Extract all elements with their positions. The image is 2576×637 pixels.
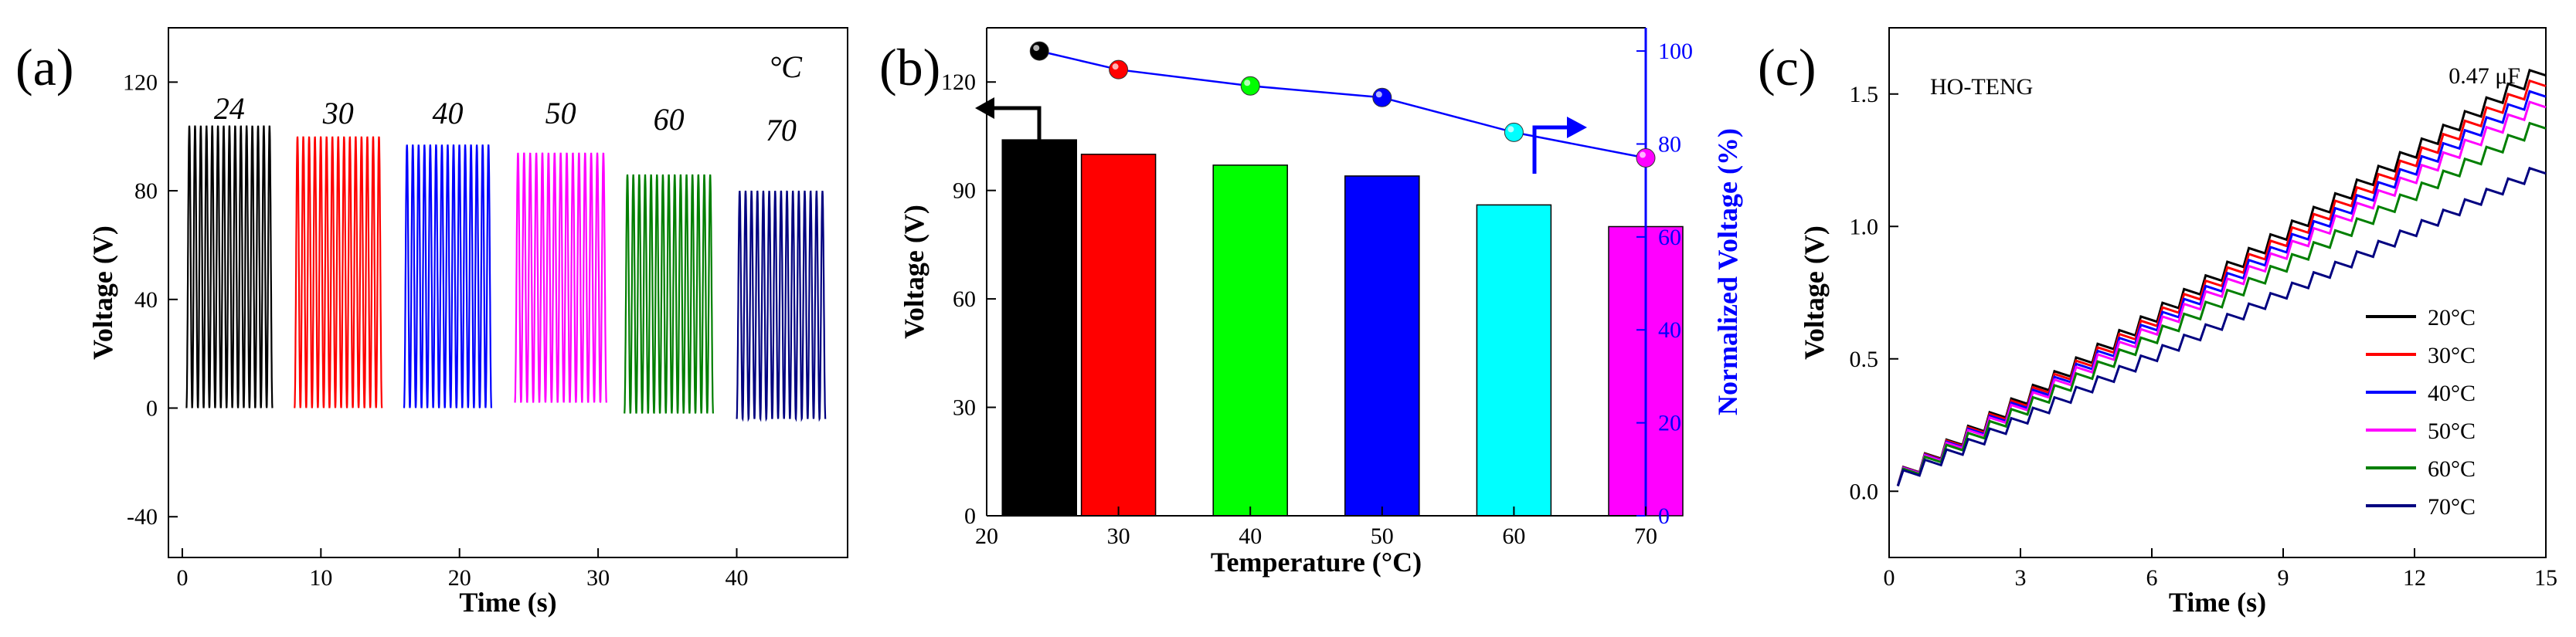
x-tick-label-b: 60 <box>1502 523 1525 549</box>
y-axis-title-a: Voltage (V) <box>87 225 118 360</box>
right-axis-arrow-head <box>1567 117 1587 138</box>
legend-label-70C: 70°C <box>2428 494 2476 520</box>
marker-highlight <box>1244 80 1251 86</box>
marker-highlight <box>1375 91 1382 98</box>
y-tick-label-b: 120 <box>941 69 976 95</box>
bar-30 <box>1080 154 1157 517</box>
plot-frame-a <box>168 27 848 558</box>
y-tick-label-a: 0 <box>146 396 158 422</box>
bar-40 <box>1212 164 1288 517</box>
y-tick-label-c: 0.5 <box>1850 347 1879 372</box>
legend-label-30C: 30°C <box>2428 343 2476 368</box>
x-tick-label-b: 20 <box>975 523 998 549</box>
annotation-left-c: HO-TENG <box>1930 74 2033 100</box>
x-tick-label-c: 3 <box>2015 565 2027 591</box>
signal-series-50 <box>514 152 607 403</box>
x-tick-label-c: 6 <box>2146 565 2158 591</box>
y-tick-label-c: 0.0 <box>1850 479 1879 504</box>
y-tick-label-c: 1.5 <box>1850 82 1879 107</box>
x-tick-label-b: 40 <box>1239 523 1262 549</box>
marker-highlight <box>1033 45 1040 52</box>
legend-label-20C: 20°C <box>2428 305 2476 330</box>
signal-series-40 <box>403 144 493 408</box>
y-tick-label-a: 80 <box>134 178 158 204</box>
x-tick-label-b: 70 <box>1634 523 1657 549</box>
marker-highlight <box>1640 151 1646 158</box>
y-tick-label-b: 60 <box>953 286 976 312</box>
signal-series-24 <box>185 125 274 408</box>
y-tick-label-b: 0 <box>964 503 976 529</box>
normalized-marker-60 <box>1504 122 1524 142</box>
normalized-marker-24 <box>1029 41 1049 61</box>
y2-tick-label-b: 60 <box>1658 225 1681 250</box>
x-tick-label-b: 50 <box>1371 523 1394 549</box>
normalized-line <box>1038 49 1647 159</box>
bar-60 <box>1476 204 1552 517</box>
x-tick-label-a: 0 <box>176 565 188 591</box>
y2-tick-label-b: 40 <box>1658 317 1681 343</box>
x-tick-label-c: 12 <box>2403 565 2426 591</box>
y2-axis-title-b: Normalized Voltage (%) <box>1712 128 1743 415</box>
panel-label-a: (a) <box>15 38 73 97</box>
panel-c: (c) 0.0 0.5 1.0 1.5 0 3 6 9 12 15 Time (s) Voltage (… <box>1758 27 2557 618</box>
marker-highlight <box>1507 126 1514 133</box>
x-tick-label-b: 30 <box>1107 523 1130 549</box>
left-axis-arrow <box>994 106 1042 153</box>
y-tick-label-a: 40 <box>134 287 158 313</box>
series-label-60: 60 <box>654 102 685 137</box>
normalized-marker-40 <box>1240 76 1260 96</box>
bar-50 <box>1344 175 1420 517</box>
y2-tick-label-b: 80 <box>1658 131 1681 157</box>
series-label-70: 70 <box>766 113 797 147</box>
series-label-30: 30 <box>322 96 354 130</box>
left-axis-arrow-head <box>975 97 994 119</box>
y2-tick-label-b: 0 <box>1658 503 1670 529</box>
y-tick-label-b: 30 <box>953 395 976 421</box>
right-axis-arrow <box>1532 125 1568 174</box>
x-tick-label-a: 20 <box>448 565 471 591</box>
bar-24 <box>1001 139 1077 517</box>
unit-label-a: °C <box>769 49 803 84</box>
marker-highlight <box>1112 63 1119 70</box>
y2-tick-label-b: 20 <box>1658 411 1681 436</box>
normalized-marker-70 <box>1636 148 1656 168</box>
x-axis-title-a: Time (s) <box>459 587 556 618</box>
x-axis-title-b: Temperature (°C) <box>1211 547 1422 578</box>
signal-series-30 <box>294 136 383 408</box>
plot-frame-c <box>1888 27 2547 558</box>
legend-label-60C: 60°C <box>2428 456 2476 482</box>
signal-series-70 <box>736 190 827 422</box>
normalized-marker-50 <box>1372 87 1392 107</box>
x-tick-label-c: 9 <box>2278 565 2289 591</box>
y-tick-label-b: 90 <box>953 178 976 204</box>
x-tick-label-c: 0 <box>1884 565 1895 591</box>
y-tick-label-c: 1.0 <box>1850 214 1879 239</box>
panel-label-c: (c) <box>1758 38 1816 97</box>
charging-curve-70C <box>1896 166 2547 486</box>
normalized-marker-30 <box>1109 59 1129 80</box>
legend-label-40C: 40°C <box>2428 381 2476 406</box>
y-axis-title-c: Voltage (V) <box>1799 225 1830 360</box>
y-tick-label-a: 120 <box>123 69 158 95</box>
signal-series-60 <box>624 174 715 414</box>
x-axis-title-c: Time (s) <box>2169 587 2266 618</box>
series-label-50: 50 <box>545 96 576 130</box>
panel-label-b: (b) <box>879 38 940 97</box>
charging-curve-60C <box>1896 121 2547 486</box>
y-tick-label-a: -40 <box>127 504 158 530</box>
series-label-24: 24 <box>214 91 245 126</box>
y-axis-title-b: Voltage (V) <box>899 205 929 339</box>
x-tick-label-a: 10 <box>309 565 332 591</box>
x-tick-label-a: 40 <box>725 565 748 591</box>
y2-tick-label-b: 100 <box>1658 39 1693 64</box>
series-label-40: 40 <box>432 96 463 130</box>
panel-a: (a) -40 0 40 80 120 0 10 20 30 40 Time (s) Voltage (… <box>15 27 848 618</box>
legend-label-50C: 50°C <box>2428 418 2476 444</box>
x-tick-label-c: 15 <box>2534 565 2557 591</box>
x-tick-label-a: 30 <box>586 565 610 591</box>
